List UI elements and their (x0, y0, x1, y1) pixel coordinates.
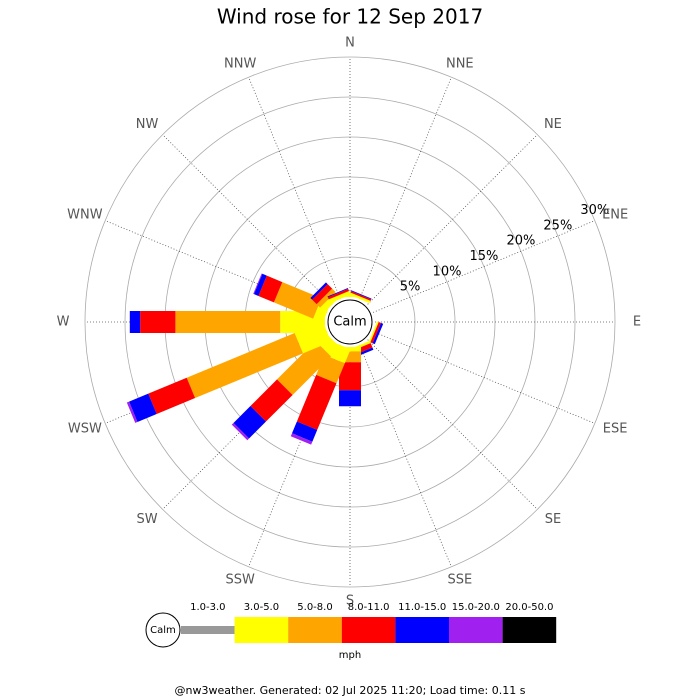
direction-label: SSW (225, 572, 255, 587)
petal-segment (273, 282, 322, 319)
petal-segment (316, 288, 336, 308)
legend-title: mph (339, 650, 361, 661)
petals (126, 273, 384, 445)
r-tick-label: 10% (433, 264, 462, 279)
petal-segment (140, 311, 176, 333)
direction-label: S (346, 594, 354, 609)
petal-segment (231, 422, 250, 441)
calm-circle (327, 299, 373, 345)
direction-label: WSW (68, 421, 102, 436)
direction-label: NNE (446, 57, 474, 72)
petal-segment (328, 290, 351, 304)
petal-segment (126, 401, 138, 423)
spoke (162, 134, 333, 305)
legend-label: 15.0-20.0 (452, 602, 500, 613)
legend-swatch (288, 617, 342, 643)
legend-label: 20.0-50.0 (505, 602, 553, 613)
petal-segment (148, 377, 196, 414)
petal-segment (327, 288, 349, 298)
spoke (372, 220, 595, 313)
spoke (367, 339, 538, 510)
r-tick-label: 5% (400, 280, 421, 295)
r-tick-label: 25% (543, 218, 572, 233)
overlay: Calm (327, 299, 373, 345)
r-tick-label: 15% (470, 249, 499, 264)
petal-segment (296, 374, 337, 430)
legend-swatch (502, 617, 557, 643)
direction-label: SW (137, 512, 158, 527)
r-tick-label: 20% (506, 234, 535, 249)
footer: @nw3weather. Generated: 02 Jul 2025 11:2… (175, 684, 526, 697)
legend-swatch (395, 617, 449, 643)
direction-label: NNW (224, 57, 256, 72)
direction-label: N (345, 36, 355, 51)
petal-segment (258, 275, 283, 303)
legend-swatch (341, 617, 396, 643)
petal-segment (312, 284, 333, 305)
petal-segment (250, 379, 293, 422)
petal-segment (129, 311, 141, 333)
direction-label: NE (544, 117, 562, 132)
chart-title: Wind rose for 12 Sep 2017 (217, 5, 483, 29)
petal-segment (368, 321, 379, 343)
grid-ring (84, 56, 616, 588)
direction-label: E (633, 315, 641, 330)
petal-segment (310, 282, 328, 300)
r-tick-label: 30% (580, 203, 609, 218)
spoke (359, 77, 452, 300)
legend-label: 11.0-15.0 (398, 602, 446, 613)
legend-label: 3.0-5.0 (244, 602, 279, 613)
legend-label: 1.0-3.0 (190, 602, 225, 613)
petal-segment (175, 311, 281, 333)
spoke (248, 77, 341, 300)
petal-segment (350, 290, 372, 300)
petal-segment (253, 273, 267, 296)
legend-calm-circle (145, 612, 181, 648)
petal-segment (370, 322, 382, 344)
grid-ring (124, 96, 576, 548)
legend-label: 8.0-11.0 (348, 602, 390, 613)
petal-segment (129, 393, 157, 422)
petal-segment (233, 406, 266, 439)
direction-label: ESE (603, 421, 628, 436)
petal-segment (339, 362, 361, 391)
direction-label: WNW (67, 208, 103, 223)
legend-swatch (449, 617, 503, 643)
spoke (372, 331, 595, 424)
petal-segment (277, 340, 332, 395)
spoke (359, 344, 452, 567)
petal-segment (186, 333, 304, 399)
legend-label: 5.0-8.0 (297, 602, 332, 613)
petal-segment (292, 421, 318, 442)
petal-segment (372, 322, 384, 345)
petal-segment (253, 273, 263, 295)
petal-segment (349, 292, 371, 304)
legend: Calm mph 1.0-3.0 3.0-5.0 5.0-8.0 8.0-11.0 11… (145, 602, 557, 661)
legend-calm-label: Calm (150, 625, 176, 636)
petal-segment (350, 290, 372, 301)
petal-segment (327, 288, 350, 300)
petal-segment (290, 433, 313, 445)
direction-label: W (57, 315, 70, 330)
direction-label: SE (545, 512, 561, 527)
direction-label: NW (136, 117, 159, 132)
calm-label: Calm (333, 315, 366, 330)
petal-segment (339, 390, 361, 407)
direction-label: ENE (602, 208, 628, 223)
direction-label: SSE (447, 572, 472, 587)
legend-swatch (181, 626, 235, 634)
legend-swatch (234, 617, 289, 643)
spoke (367, 134, 538, 305)
